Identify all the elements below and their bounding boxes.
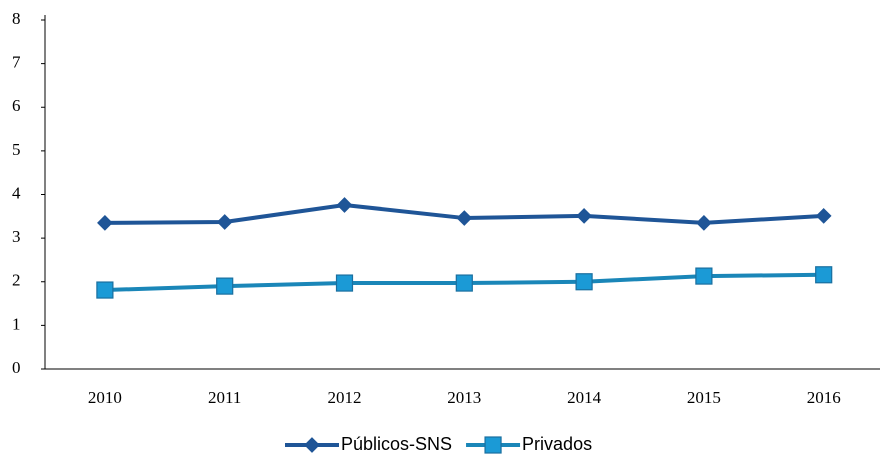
marker [695, 267, 713, 285]
x-tick-label: 2016 [807, 388, 841, 407]
y-tick-label: 4 [12, 183, 21, 202]
x-tick-label: 2013 [447, 388, 481, 407]
marker [216, 214, 233, 230]
marker [815, 208, 832, 224]
marker [576, 208, 592, 224]
x-tick-label: 2010 [88, 388, 122, 407]
legend-label: Públicos-SNS [341, 434, 452, 454]
x-tick-label: 2011 [208, 388, 241, 407]
marker [336, 197, 353, 213]
marker [97, 215, 113, 231]
x-tick-label: 2014 [567, 388, 602, 407]
y-tick-label: 6 [12, 96, 21, 115]
x-tick-label: 2012 [328, 388, 362, 407]
y-tick-label: 8 [12, 9, 21, 28]
y-tick-label: 3 [12, 227, 21, 246]
marker [815, 266, 833, 284]
y-tick-label: 0 [12, 358, 21, 377]
legend-marker [484, 436, 502, 454]
y-tick-label: 2 [12, 271, 21, 290]
y-tick-label: 7 [12, 53, 21, 72]
marker [456, 210, 473, 226]
marker [96, 281, 114, 299]
y-tick-label: 5 [12, 140, 21, 159]
marker [216, 277, 234, 295]
marker [455, 274, 473, 292]
marker [696, 215, 712, 231]
legend-label: Privados [522, 434, 592, 454]
x-tick-label: 2015 [687, 388, 721, 407]
y-tick-label: 1 [12, 314, 21, 333]
legend-marker [304, 437, 320, 453]
marker [335, 274, 354, 292]
marker [575, 273, 593, 291]
